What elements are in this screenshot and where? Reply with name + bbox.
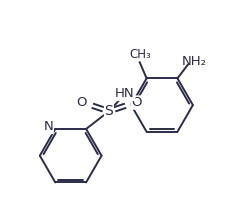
Text: HN: HN [115,88,135,101]
Text: O: O [131,96,141,109]
Text: NH₂: NH₂ [182,55,206,68]
Text: CH₃: CH₃ [130,48,152,61]
Text: S: S [104,104,113,118]
Text: O: O [76,96,87,109]
Text: N: N [44,121,53,134]
